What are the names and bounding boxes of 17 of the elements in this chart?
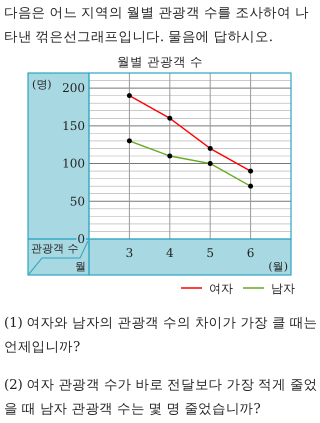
ylabel: (명) <box>32 78 52 91</box>
x-tick-label: 4 <box>166 246 174 260</box>
header-month: 월 <box>75 260 86 273</box>
legend-label: 남자 <box>271 282 295 296</box>
x-tick-label: 5 <box>206 246 214 260</box>
x-tick-label: 3 <box>126 246 134 260</box>
x-tick-label: 6 <box>246 246 254 260</box>
header-value: 관광객 수 <box>31 242 78 255</box>
intro: 다음은 어느 지역의 월별 관광객 수를 조사하여 나타낸 꺾은선그래프입니다. 물음에 답하시오. <box>4 4 310 47</box>
y-tick-label: 200 <box>62 81 85 96</box>
y-tick-label: 0 <box>77 232 85 246</box>
xlabel: (월) <box>268 260 288 273</box>
title: 월별 관광객 수 <box>117 54 203 69</box>
y-tick-label: 50 <box>70 194 85 208</box>
y-tick-label: 100 <box>62 156 85 171</box>
legend-label: 여자 <box>209 282 233 296</box>
y-tick-label: 150 <box>62 118 85 133</box>
